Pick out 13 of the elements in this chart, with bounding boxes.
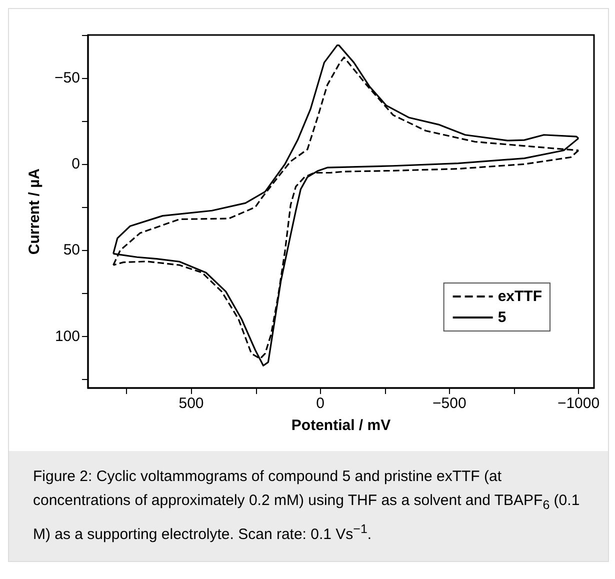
x-tick-label: 0: [316, 395, 325, 412]
y-tick-label: 0: [72, 156, 80, 173]
y-tick-label: 100: [54, 328, 80, 345]
y-axis-title: Current / µA: [26, 168, 43, 255]
x-axis-title: Potential / mV: [291, 417, 391, 434]
y-tick-label: −50: [54, 70, 80, 87]
x-tick-label: 500: [178, 395, 204, 412]
text: Figure 2: Cyclic voltammograms of compound 5 and pristine exTTF (at concentrations of approximately 0.2 mM) using THF as a solvent and TBAPF$_{6}$ (0.1 M) as a supporting electrolyte. Scan rate: 0.1 Vs$^{−1}$.: [33, 468, 580, 543]
x-tick-label: −1000: [557, 395, 600, 412]
legend-label: exTTF: [498, 288, 542, 305]
legend-label: 5: [498, 309, 506, 326]
x-tick-label: −500: [432, 395, 466, 412]
y-tick-label: 50: [63, 242, 80, 259]
